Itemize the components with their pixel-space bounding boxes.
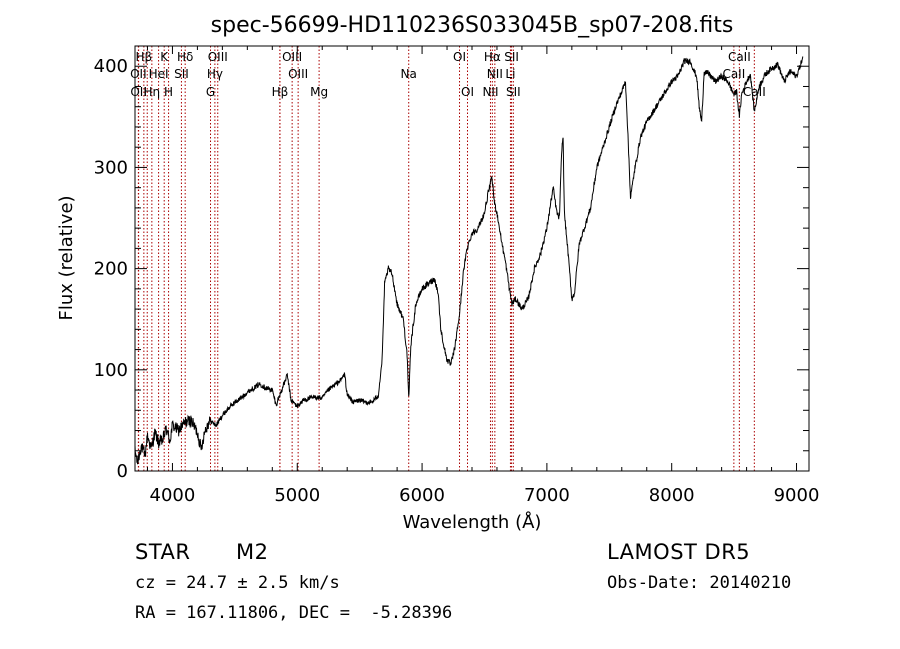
line-label: Hβ	[136, 50, 153, 64]
line-label: H	[164, 85, 173, 99]
x-tick-label: 7000	[524, 485, 570, 506]
line-label: CaII	[728, 50, 751, 64]
line-label: SII	[506, 85, 521, 99]
x-tick-label: 6000	[399, 485, 445, 506]
line-label: SII	[174, 67, 189, 81]
line-label: CaII	[743, 85, 766, 99]
line-label: OI	[453, 50, 466, 64]
y-axis: 0 100 200 300 400	[94, 45, 809, 482]
line-label: Li	[505, 67, 515, 81]
line-label: OII	[130, 67, 147, 81]
sky-coordinates: RA = 167.11806, DEC = -5.28396	[135, 603, 453, 623]
x-tick-label: 8000	[649, 485, 695, 506]
line-label: SII	[504, 50, 519, 64]
y-tick-label: 200	[94, 259, 128, 280]
line-label: CaII	[722, 67, 745, 81]
line-label: G	[206, 85, 215, 99]
x-tick-label: 4000	[150, 485, 196, 506]
plot-frame	[134, 45, 810, 472]
y-tick-label: 0	[117, 461, 128, 482]
line-label: Hγ	[207, 67, 223, 81]
x-axis-label: Wavelength (Å)	[403, 511, 542, 533]
line-label: K	[160, 50, 169, 64]
spectral-line-markers	[137, 46, 755, 471]
line-label: NII	[482, 85, 498, 99]
line-label: OI	[461, 85, 474, 99]
observation-date: Obs-Date: 20140210	[607, 573, 792, 593]
x-axis: 4000 5000 6000 7000 8000 9000	[146, 46, 820, 506]
line-label: OIII	[208, 50, 228, 64]
line-label: Hα	[484, 50, 501, 64]
y-tick-label: 400	[94, 56, 128, 77]
line-label: HeI	[149, 67, 169, 81]
line-label: Mg	[310, 85, 328, 99]
survey-name: LAMOST DR5	[607, 540, 751, 564]
y-axis-label: Flux (relative)	[56, 195, 77, 320]
line-label: OIII	[282, 50, 302, 64]
x-tick-label: 5000	[274, 485, 320, 506]
x-tick-label: 9000	[774, 485, 820, 506]
chart-title: spec-56699-HD110236S033045B_sp07-208.fit…	[211, 13, 734, 38]
y-tick-label: 100	[94, 360, 128, 381]
line-label: OII	[130, 85, 147, 99]
line-label: Hβ	[272, 85, 289, 99]
line-label: Hη	[144, 85, 161, 99]
y-tick-label: 300	[94, 157, 128, 178]
line-label: Hδ	[177, 50, 193, 64]
line-label: NII	[487, 67, 503, 81]
line-label: OIII	[288, 67, 308, 81]
object-subclass: M2	[236, 540, 269, 564]
redshift-velocity: cz = 24.7 ± 2.5 km/s	[135, 573, 340, 593]
spectrum-line	[134, 56, 804, 465]
line-label: Na	[401, 67, 417, 81]
object-type: STAR	[135, 540, 191, 564]
